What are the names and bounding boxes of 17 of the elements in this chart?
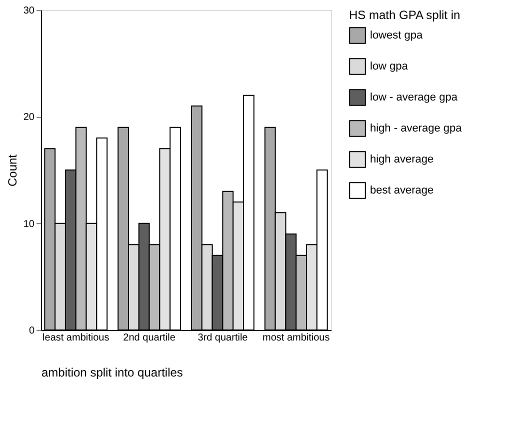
x-tick-label: least ambitious [42, 332, 110, 344]
x-tick-label: most ambitious [262, 332, 330, 344]
y-axis-title: Count [5, 154, 20, 187]
legend-label: high - average gpa [370, 122, 463, 134]
legend-label: low - average gpa [370, 92, 458, 104]
legend-title: HS math GPA split in [349, 8, 460, 22]
y-tick-label: 30 [23, 6, 35, 16]
y-tick-label: 0 [28, 326, 35, 336]
x-tick-label: 3rd quartile [198, 332, 248, 344]
legend-label: high average [370, 154, 434, 166]
x-tick-label: 2nd quartile [123, 332, 176, 344]
legend-label: lowest gpa [370, 30, 424, 42]
y-tick-label: 10 [23, 218, 35, 230]
legend-label: low gpa [370, 60, 409, 72]
y-tick-label: 20 [23, 112, 35, 124]
x-axis-title: ambition split into quartiles [42, 366, 183, 380]
legend-label: best average [370, 184, 434, 196]
